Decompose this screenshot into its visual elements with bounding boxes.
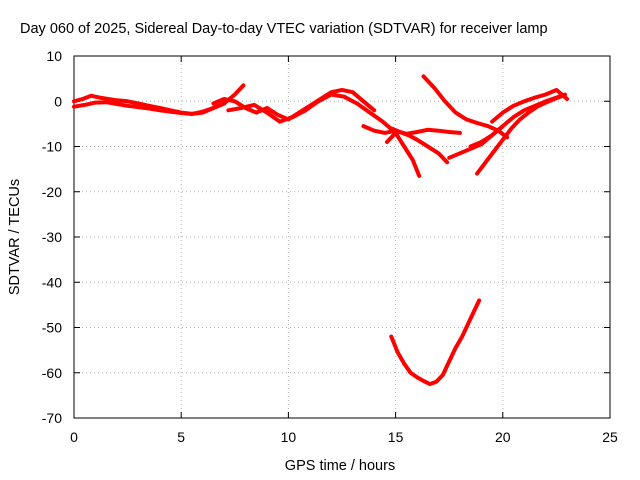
- y-axis-label: SDTVAR / TECUs: [7, 179, 23, 295]
- y-tick-label: 0: [54, 93, 62, 109]
- tick-layer: 0 5 10 15 20 25 10 0 -10 -20 -30 -40 -50 -60 -70: [42, 48, 618, 445]
- y-tick-label: 10: [46, 48, 62, 64]
- x-tick-label: 15: [388, 429, 404, 445]
- y-tick-label: -50: [42, 320, 62, 336]
- series-track-2: [72, 100, 227, 116]
- y-tick-label: -70: [42, 410, 62, 426]
- x-tick-label: 5: [177, 429, 185, 445]
- series-track-13: [389, 298, 482, 387]
- series-track-6: [385, 130, 422, 178]
- x-tick-label: 0: [70, 429, 78, 445]
- grid-layer: [74, 56, 610, 418]
- y-tick-label: -10: [42, 139, 62, 155]
- series-track-8: [421, 74, 510, 140]
- y-tick-label: -30: [42, 229, 62, 245]
- series-track-12: [490, 87, 570, 124]
- y-tick-label: -20: [42, 184, 62, 200]
- y-tick-label: -40: [42, 274, 62, 290]
- y-tick-label: -60: [42, 365, 62, 381]
- series-layer: [72, 74, 570, 387]
- x-tick-label: 10: [281, 429, 297, 445]
- x-tick-label: 25: [602, 429, 618, 445]
- chart-title: Day 060 of 2025, Sidereal Day-to-day VTE…: [20, 21, 548, 37]
- series-track-11: [475, 93, 565, 176]
- series-track-5: [361, 124, 462, 136]
- x-tick-label: 20: [495, 429, 511, 445]
- series-track-4: [226, 92, 398, 135]
- series-track-7: [389, 126, 450, 165]
- x-axis-label: GPS time / hours: [285, 458, 395, 474]
